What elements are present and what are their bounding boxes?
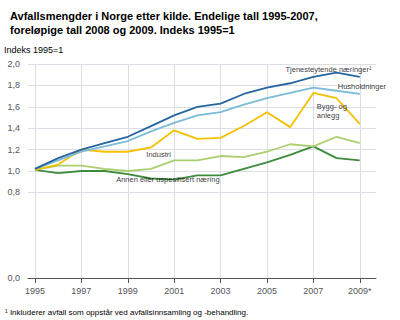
svg-text:0,0: 0,0 (7, 273, 20, 283)
svg-text:1,8: 1,8 (7, 80, 20, 90)
svg-text:1,0: 1,0 (7, 166, 20, 176)
svg-text:¹ Inkluderer avfall som oppstå: ¹ Inkluderer avfall som oppstår ved avfa… (5, 308, 248, 317)
svg-text:Tjenesteytende næringer¹: Tjenesteytende næringer¹ (286, 65, 372, 74)
svg-text:2007: 2007 (303, 286, 323, 296)
svg-text:1,4: 1,4 (7, 123, 20, 133)
svg-text:2003: 2003 (211, 286, 231, 296)
svg-text:0,8: 0,8 (7, 187, 20, 197)
svg-text:1,6: 1,6 (7, 102, 20, 112)
svg-text:2009*: 2009* (348, 286, 372, 296)
svg-text:Annen eller uspesifisert nærin: Annen eller uspesifisert næring (116, 175, 219, 184)
svg-text:Indeks 1995=1: Indeks 1995=1 (4, 45, 63, 55)
svg-text:2001: 2001 (164, 286, 184, 296)
svg-text:1999: 1999 (118, 286, 138, 296)
svg-text:anlegg: anlegg (317, 111, 340, 120)
svg-text:1,2: 1,2 (7, 145, 20, 155)
svg-text:Bygg- og: Bygg- og (317, 102, 347, 111)
svg-text:1995: 1995 (25, 286, 45, 296)
svg-text:Industri: Industri (146, 150, 171, 159)
svg-text:1997: 1997 (71, 286, 91, 296)
svg-text:foreløpige tall 2008 og 2009.: foreløpige tall 2008 og 2009. Indeks 199… (10, 24, 235, 36)
svg-text:Avfallsmengder i Norge etter k: Avfallsmengder i Norge etter kilde. Ende… (10, 10, 318, 22)
svg-text:2005: 2005 (257, 286, 277, 296)
svg-text:2,0: 2,0 (7, 59, 20, 69)
svg-text:Husholdninger: Husholdninger (338, 82, 387, 91)
